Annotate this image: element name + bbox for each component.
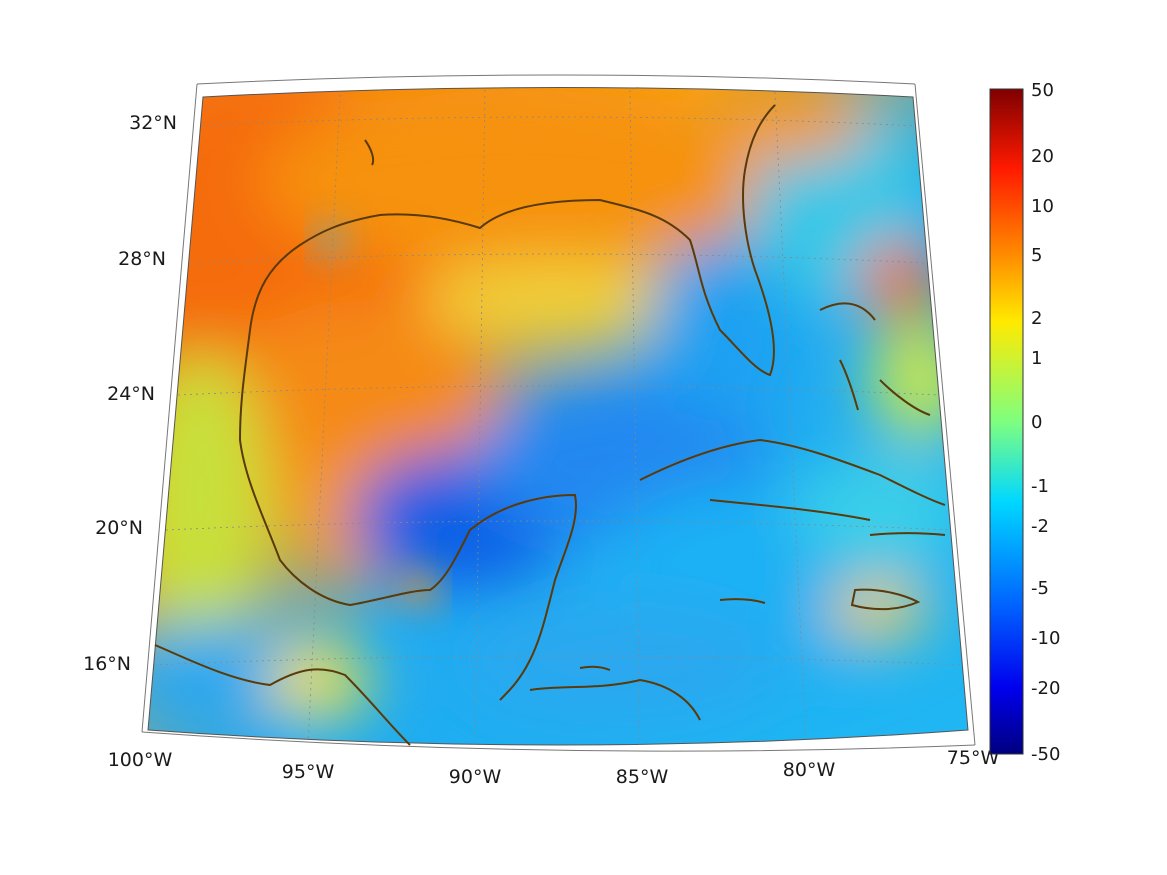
lon-tick-85w: 85°W: [616, 766, 669, 788]
lat-tick-20n: 20°N: [95, 517, 143, 539]
colorbar-scale: [989, 88, 1024, 755]
colorbar-tick-10: 10: [1031, 196, 1054, 217]
colorbar-tick-2: 2: [1031, 308, 1042, 329]
lat-tick-32n: 32°N: [129, 112, 177, 134]
colorbar-tick-neg5: -5: [1031, 578, 1049, 599]
colorbar-tick-1: 1: [1031, 348, 1042, 369]
lat-tick-labels: 32°N 28°N 24°N 20°N 16°N: [83, 112, 177, 675]
map-frame: [147, 87, 969, 746]
lon-tick-labels: 100°W 95°W 90°W 85°W 80°W 75°W: [108, 747, 1000, 788]
colorbar-tick-neg10: -10: [1031, 628, 1060, 649]
lat-tick-16n: 16°N: [83, 653, 131, 675]
colorbar-tick-neg2: -2: [1031, 516, 1049, 537]
lat-tick-28n: 28°N: [118, 248, 166, 270]
colorbar-tick-5: 5: [1031, 245, 1042, 266]
lon-tick-100w: 100°W: [108, 749, 173, 771]
lon-tick-95w: 95°W: [282, 761, 335, 783]
colorbar-tick-20: 20: [1031, 146, 1054, 167]
graticule: [153, 89, 963, 745]
colorbar-tick-neg20: -20: [1031, 678, 1060, 699]
colorbar-tick-0: 0: [1031, 412, 1042, 433]
colorbar: 50 20 10 5 2 1 0 -1 -2 -5 -10 -20 -50: [989, 80, 1060, 765]
lon-tick-75w: 75°W: [947, 747, 1000, 769]
coastline: [154, 104, 946, 746]
data-field: [148, 87, 968, 745]
lon-tick-90w: 90°W: [449, 766, 502, 788]
colorbar-tick-neg1: -1: [1031, 476, 1049, 497]
lon-tick-80w: 80°W: [783, 759, 836, 781]
colorbar-tick-neg50: -50: [1031, 744, 1060, 765]
lat-tick-24n: 24°N: [107, 383, 155, 405]
colorbar-tick-50: 50: [1031, 80, 1054, 101]
